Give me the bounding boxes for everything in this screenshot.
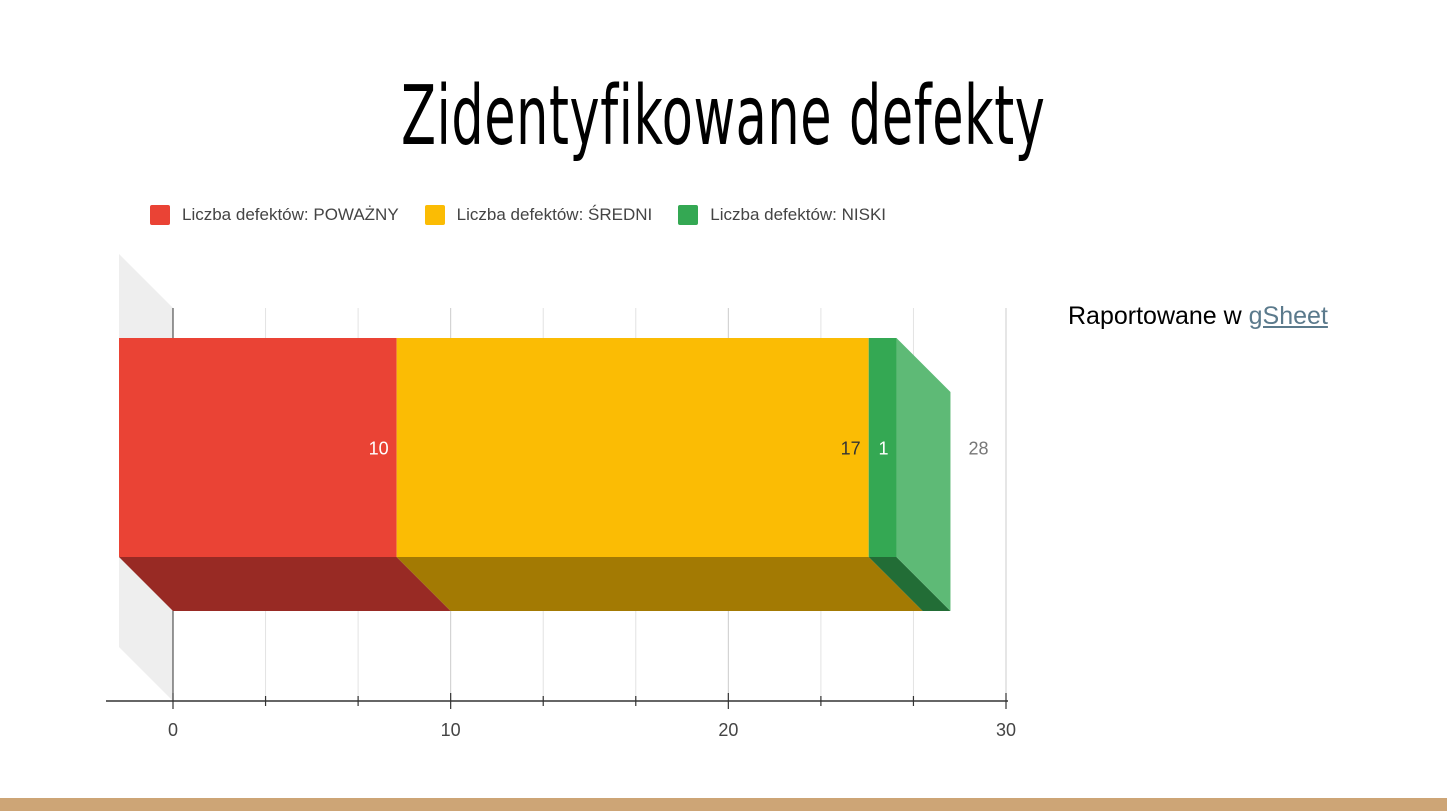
legend-label: Liczba defektów: NISKI <box>710 205 887 224</box>
bar-bottom-face-2 <box>868 557 951 611</box>
chart-legend: Liczba defektów: POWAŻNY Liczba defektów:… <box>150 203 886 227</box>
bar-side-face <box>896 338 951 611</box>
legend-label: Liczba defektów: ŚREDNI <box>456 205 653 224</box>
legend-swatch <box>678 205 699 225</box>
legend-swatch <box>150 205 170 225</box>
reported-in-note: Raportowane w gSheet <box>1068 302 1328 331</box>
legend-swatch <box>424 205 445 225</box>
x-tick-label: 0 <box>168 720 178 740</box>
data-label-1: 17 <box>841 439 861 459</box>
total-label: 28 <box>968 439 988 459</box>
data-label-2: 1 <box>878 439 888 459</box>
legend-item-2: Liczba defektów: NISKI <box>678 205 886 225</box>
bar-bottom-face-0 <box>119 557 451 611</box>
x-tick-label: 20 <box>718 720 738 740</box>
x-tick-label: 10 <box>441 720 461 740</box>
legend-label: Liczba defektów: POWAŻNY <box>182 205 399 224</box>
bottom-accent-bar <box>0 798 1447 811</box>
gsheet-link[interactable]: gSheet <box>1248 302 1328 330</box>
page-title: Zidentyfikowane defekty <box>401 69 1046 164</box>
legend-item-1: Liczba defektów: ŚREDNI <box>424 205 653 225</box>
bar-segment-2 <box>868 338 897 557</box>
reported-in-text: Raportowane w <box>1068 302 1249 330</box>
bar-segment-0 <box>119 338 397 557</box>
x-tick-label: 30 <box>996 720 1016 740</box>
bar-bottom-face-1 <box>396 557 923 611</box>
legend-item-0: Liczba defektów: POWAŻNY <box>150 205 399 225</box>
data-label-0: 10 <box>369 439 389 459</box>
bar-segment-1 <box>396 338 869 557</box>
